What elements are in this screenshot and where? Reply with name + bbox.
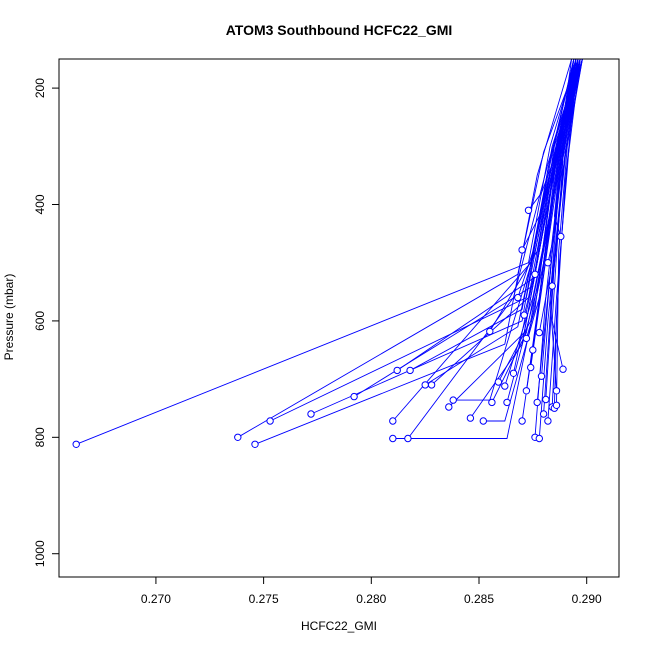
data-point-27	[529, 346, 537, 354]
data-point-20	[486, 327, 494, 336]
profile-line-37	[556, 59, 583, 406]
data-point-30	[533, 398, 541, 407]
data-point-19	[494, 378, 503, 386]
data-point-31	[537, 372, 546, 380]
data-point-18	[488, 398, 496, 407]
data-point-1	[72, 440, 80, 448]
data-point-26	[527, 363, 535, 372]
x-axis-label: HCFC22_GMI	[301, 619, 377, 633]
y-tick-label: 1000	[33, 540, 47, 567]
profile-line-44	[523, 59, 583, 316]
data-point-41	[557, 232, 565, 241]
data-point-13	[404, 434, 412, 443]
data-point-48	[544, 259, 552, 267]
profile-line-48	[547, 59, 581, 263]
data-point-3	[251, 440, 259, 448]
data-point-23	[509, 369, 518, 377]
profile-line-49	[551, 59, 583, 287]
data-point-6	[350, 392, 358, 401]
data-point-7	[393, 366, 401, 375]
data-point-32	[539, 410, 548, 418]
data-point-37	[552, 401, 561, 409]
series-group	[72, 59, 583, 448]
data-point-40	[524, 206, 533, 215]
data-point-4	[266, 417, 274, 425]
data-point-21	[501, 382, 509, 390]
data-point-42	[518, 246, 526, 254]
x-tick-label: 0.285	[464, 592, 494, 606]
data-point-43	[514, 293, 522, 302]
data-point-39	[552, 387, 561, 395]
plot-area	[72, 59, 583, 448]
data-point-17	[479, 417, 487, 425]
data-point-47	[531, 270, 539, 278]
profile-line-39	[549, 59, 581, 391]
y-tick-label: 400	[33, 194, 47, 214]
profile-line-19	[498, 59, 579, 383]
data-point-46	[522, 334, 531, 343]
profile-line-38	[551, 59, 577, 370]
profile-line-42	[521, 59, 577, 251]
data-point-5	[307, 410, 315, 418]
data-point-34	[544, 417, 552, 425]
data-point-29	[535, 434, 543, 443]
y-axis-label: Pressure (mbar)	[2, 274, 16, 361]
data-point-10	[421, 381, 429, 389]
data-point-14	[445, 403, 453, 411]
data-point-8	[406, 366, 414, 375]
data-point-9	[389, 417, 397, 425]
data-point-11	[427, 381, 436, 389]
axes: 0.270 0.275 0.280 0.285 0.290 200 400 600 800 100…	[33, 58, 620, 606]
data-point-44	[520, 311, 528, 319]
data-point-49	[548, 282, 556, 290]
profile-line-47	[534, 59, 577, 275]
y-tick-label: 600	[33, 311, 47, 331]
y-tick-label: 200	[33, 78, 47, 98]
data-point-38	[559, 365, 567, 373]
data-point-33	[542, 395, 550, 404]
data-point-24	[518, 417, 526, 425]
x-tick-label: 0.270	[141, 592, 171, 606]
x-tick-label: 0.290	[572, 592, 602, 606]
data-point-15	[449, 396, 457, 404]
profile-line-21	[504, 59, 577, 387]
chart-title: ATOM3 Southbound HCFC22_GMI	[226, 22, 453, 38]
y-tick-label: 800	[33, 427, 47, 447]
data-point-16	[466, 414, 475, 422]
data-point-25	[522, 387, 531, 395]
profile-line-1	[76, 59, 577, 445]
profile-line-43	[517, 59, 581, 298]
data-point-22	[503, 398, 511, 407]
plot-frame	[58, 58, 620, 578]
x-tick-label: 0.280	[356, 592, 386, 606]
x-tick-label: 0.275	[249, 592, 279, 606]
data-point-2	[234, 433, 242, 441]
data-point-45	[535, 328, 543, 337]
profile-line-3	[254, 59, 573, 445]
profile-line-46	[525, 59, 575, 339]
data-point-12	[389, 434, 397, 443]
